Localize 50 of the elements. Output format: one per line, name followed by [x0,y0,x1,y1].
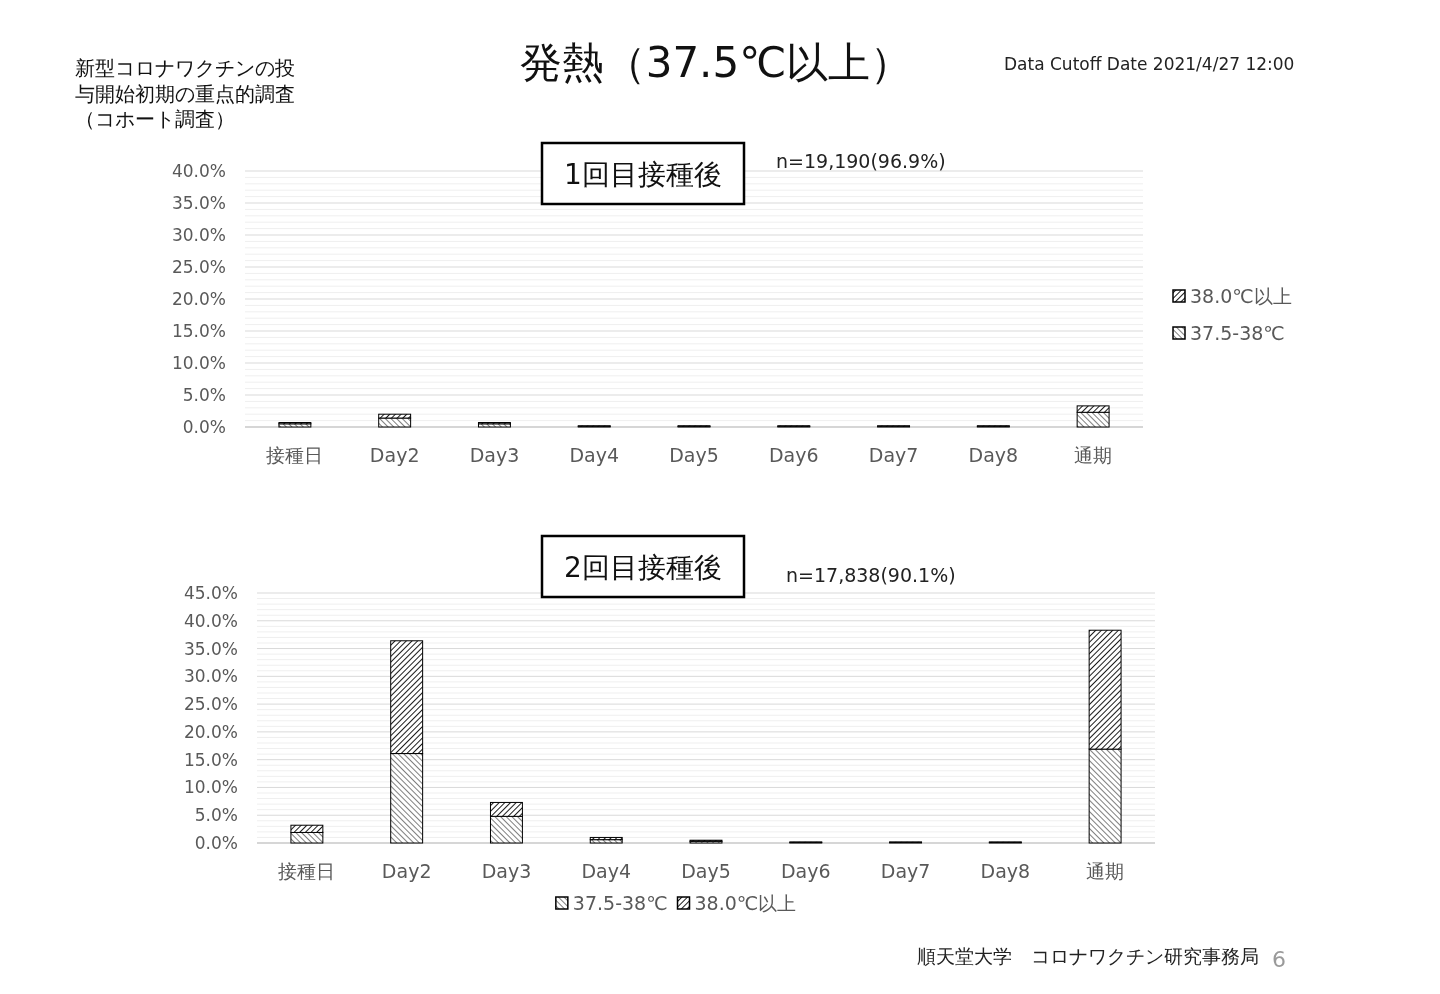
chart-title: 2回目接種後 [564,550,722,583]
x-tick-label: Day3 [469,444,520,466]
x-tick-label: Day8 [980,860,1031,882]
y-tick-label: 10.0% [171,353,226,373]
legend-label: 37.5-38℃ [572,892,668,914]
y-tick-label: 25.0% [171,257,226,277]
x-tick-label: 通期 [1086,860,1125,882]
y-tick-label: 5.0% [182,385,226,405]
y-tick-label: 30.0% [171,225,226,245]
text: 6 [1272,946,1286,972]
x-tick-label: Day5 [669,444,719,466]
x-tick-label: 接種日 [266,444,324,466]
x-tick-label: Day6 [780,860,831,882]
x-tick-label: Day4 [581,860,632,882]
x-tick-label: 通期 [1074,444,1113,466]
annotation: n=19,190(96.9%) [776,150,946,172]
y-tick-label: 40.0% [171,161,226,181]
y-tick-label: 25.0% [183,694,238,715]
x-tick-label: Day2 [381,860,432,882]
x-tick-label: Day8 [968,444,1019,466]
x-tick-label: Day6 [768,444,819,466]
chart-subtitle: 1回目接種後 [564,157,722,190]
y-tick-label: 0.0% [194,833,238,853]
x-tick-label: Day5 [681,860,731,882]
chart-title: 発熱（37.5℃以上） [519,37,913,87]
x-tick-label: Day7 [868,444,919,466]
y-tick-label: 5.0% [194,805,238,826]
x-tick-label: Day4 [569,444,620,466]
y-tick-label: 35.0% [183,638,238,659]
y-tick-label: 20.0% [171,289,226,309]
y-tick-label: 30.0% [183,666,238,687]
text: 順天堂大学 コロナワクチン研究事務局 [917,945,1259,967]
legend-label: 38.0℃以上 [1190,285,1292,307]
y-tick-label: 15.0% [171,321,226,341]
y-tick-label: 45.0% [183,583,238,603]
x-tick-label: Day7 [880,860,931,882]
text: n=17,838(90.1%) [786,564,956,586]
y-tick-label: 35.0% [171,193,226,213]
legend-label: 38.0℃以上 [694,892,797,914]
y-tick-label: 15.0% [183,749,238,770]
text: Data Cutoff Date 2021/4/27 12:00 [1004,54,1295,74]
x-tick-label: Day2 [369,444,420,466]
legend-label: 37.5-38℃ [1190,322,1285,344]
text: 新型コロナワクチンの投与開始初期の重点的調査（コホート調査） [75,56,295,131]
y-tick-label: 40.0% [183,610,238,631]
y-tick-label: 0.0% [182,417,226,437]
x-tick-label: 接種日 [278,860,336,882]
x-tick-label: Day3 [481,860,532,882]
y-tick-label: 20.0% [183,721,238,742]
y-tick-label: 10.0% [183,777,238,798]
